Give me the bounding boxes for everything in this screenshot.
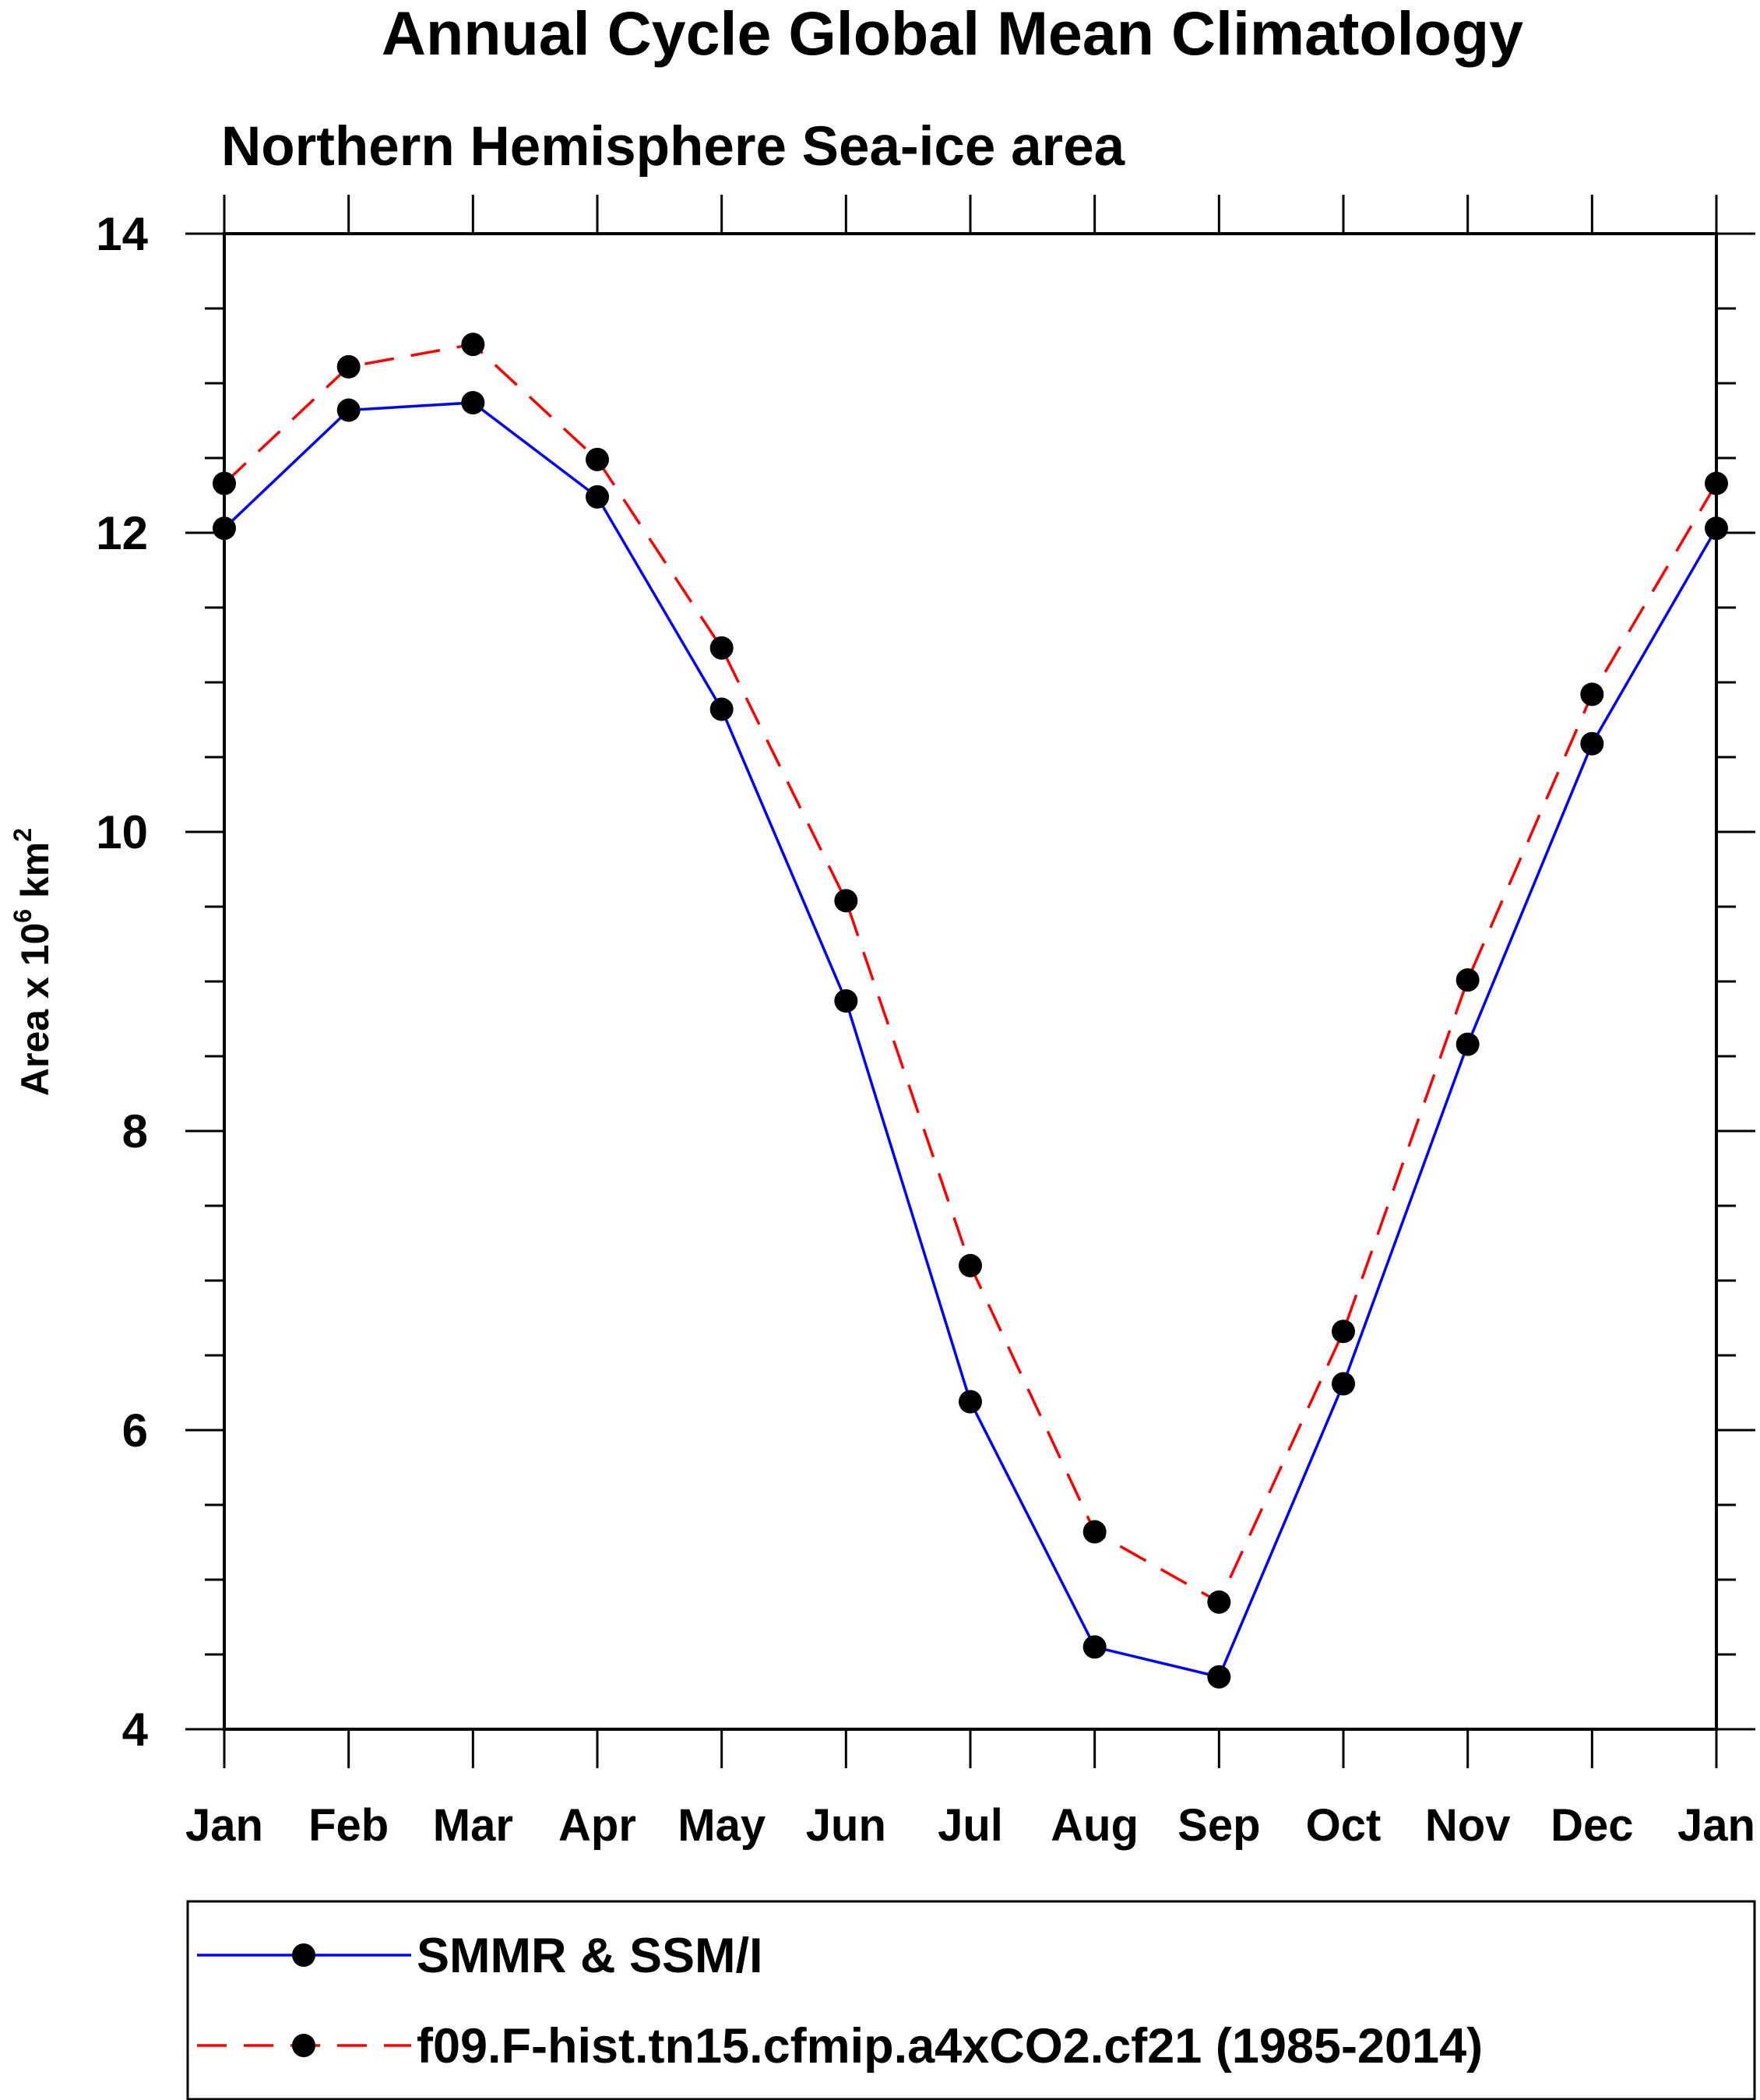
y-tick-label: 6 xyxy=(122,1404,148,1457)
data-point xyxy=(1082,1635,1107,1659)
data-point xyxy=(1456,1032,1480,1056)
x-tick-label: Feb xyxy=(308,1800,389,1851)
legend-marker xyxy=(292,1943,315,1967)
data-point xyxy=(959,1253,982,1277)
data-point xyxy=(834,889,858,913)
axis-ticks xyxy=(185,195,1755,1768)
data-point xyxy=(213,471,236,495)
data-point xyxy=(213,516,236,541)
data-point xyxy=(1705,471,1728,495)
series-layer xyxy=(213,333,1728,1689)
y-axis-label-main: Area x 10 xyxy=(13,923,57,1096)
series-line xyxy=(223,401,1718,1679)
series-2 xyxy=(213,333,1728,1614)
legend-label: SMMR & SSM/I xyxy=(417,1929,763,1983)
x-tick-label: Oct xyxy=(1306,1800,1382,1851)
legend-entry-2: f09.F-hist.tn15.cfmip.a4xCO2.cf21 (1985-… xyxy=(197,2019,1483,2074)
x-tick-label: Aug xyxy=(1051,1800,1139,1851)
data-point xyxy=(834,988,858,1013)
data-point xyxy=(1207,1665,1231,1689)
y-tick-label: 4 xyxy=(122,1704,149,1756)
tick-labels: Jan Feb Mar Apr May Jun Jul Aug Sep Oct Nov Dec Jan 4… xyxy=(96,208,1755,1851)
data-point xyxy=(709,636,734,660)
x-tick-label: May xyxy=(678,1800,766,1851)
data-point xyxy=(1207,1590,1231,1614)
legend-label: f09.F-hist.tn15.cfmip.a4xCO2.cf21 (1985-… xyxy=(417,2019,1483,2074)
y-axis-label-exp: 6 xyxy=(9,909,37,923)
data-point xyxy=(1580,682,1604,706)
data-point xyxy=(709,697,734,721)
data-point xyxy=(336,354,361,379)
chart-title: Annual Cycle Global Mean Climatology xyxy=(382,0,1523,68)
data-point xyxy=(336,398,361,422)
x-tick-label: Dec xyxy=(1551,1800,1633,1851)
y-tick-label: 8 xyxy=(122,1105,148,1157)
x-tick-label: Jun xyxy=(806,1800,886,1851)
legend-marker xyxy=(292,2034,315,2057)
legend-entry-1: SMMR & SSM/I xyxy=(197,1929,763,1983)
data-point xyxy=(959,1390,982,1414)
data-point xyxy=(1580,731,1604,756)
data-point xyxy=(1456,968,1480,992)
y-axis-label-unit: km xyxy=(13,842,57,909)
y-axis-label: Area x 106 km2 xyxy=(9,828,57,1096)
x-tick-label: Jul xyxy=(938,1800,1003,1851)
data-point xyxy=(586,447,609,471)
data-point xyxy=(461,390,485,414)
data-point xyxy=(586,484,609,509)
y-tick-label: 10 xyxy=(96,806,148,858)
x-tick-label: Jan xyxy=(1677,1800,1755,1851)
x-tick-label: Nov xyxy=(1425,1800,1511,1851)
series-line xyxy=(223,343,1718,1605)
legend-box xyxy=(186,1900,1756,2100)
series-1 xyxy=(213,390,1728,1689)
data-point xyxy=(1332,1320,1355,1344)
data-point xyxy=(1332,1372,1355,1396)
y-axis-label-unit-exp: 2 xyxy=(9,828,37,842)
x-tick-label: Sep xyxy=(1177,1800,1260,1851)
y-tick-label: 12 xyxy=(96,507,148,559)
x-tick-label: Mar xyxy=(433,1800,513,1851)
data-point xyxy=(1082,1520,1107,1544)
y-tick-label: 14 xyxy=(96,208,148,260)
x-tick-label: Apr xyxy=(558,1800,636,1851)
x-tick-label: Jan xyxy=(185,1800,263,1851)
data-point xyxy=(1705,516,1728,541)
data-point xyxy=(461,333,485,357)
chart-subtitle: Northern Hemisphere Sea-ice area xyxy=(221,116,1125,178)
legend: SMMR & SSM/I f09.F-hist.tn15.cfmip.a4xCO2… xyxy=(197,1929,1483,2074)
